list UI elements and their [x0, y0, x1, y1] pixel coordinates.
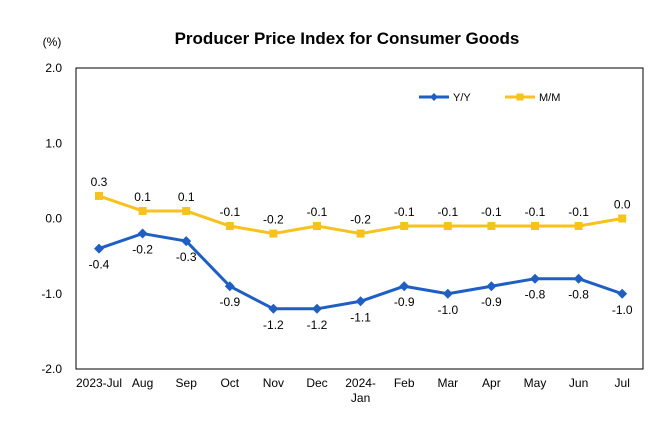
data-point — [573, 273, 584, 284]
data-point — [531, 222, 539, 231]
data-point — [313, 222, 321, 231]
data-point — [400, 222, 409, 231]
data-label: -0.9 — [481, 295, 502, 309]
data-point — [181, 236, 192, 247]
y-tick-label: 0.0 — [45, 212, 62, 226]
legend-marker — [430, 93, 438, 101]
legend: Y/Y M/M — [419, 92, 560, 104]
x-tick-label: Aug — [132, 376, 153, 390]
x-tick-label: 2024-Jan — [345, 376, 376, 405]
data-label: -0.3 — [176, 250, 197, 264]
data-point — [487, 222, 496, 231]
data-point — [224, 281, 235, 292]
data-point — [268, 303, 279, 314]
data-label: -0.1 — [394, 205, 415, 219]
data-point — [138, 206, 147, 215]
x-tick-label: Feb — [394, 376, 415, 390]
y-tick-label: 1.0 — [45, 136, 62, 150]
data-label: 0.1 — [134, 190, 151, 204]
data-point — [356, 229, 365, 238]
x-tick-label: 2023-Jul — [76, 376, 122, 390]
data-label: -1.2 — [263, 318, 284, 332]
data-label: 0.3 — [91, 175, 108, 189]
data-point — [182, 206, 191, 215]
data-label: -1.0 — [437, 303, 458, 317]
data-label: -1.0 — [612, 303, 633, 317]
legend-marker — [516, 93, 524, 101]
series-layer: -0.4 -0.2 -0.3 -0.9 -1.2 -1.2 -1.1 -0.9 -1.0 -0.9… — [89, 175, 633, 332]
data-label: -0.1 — [437, 205, 458, 219]
legend-label: M/M — [539, 92, 560, 104]
x-axis-ticks: 2023-Jul Aug Sep Oct Nov Dec 2024-Jan Feb Mar Apr… — [76, 376, 630, 405]
data-label: 0.0 — [614, 198, 631, 212]
data-point — [94, 243, 104, 254]
x-tick-label: Apr — [482, 376, 501, 390]
x-tick-label: Oct — [220, 376, 239, 390]
y-tick-label: -1.0 — [41, 287, 62, 301]
data-label: -0.9 — [394, 295, 415, 309]
x-tick-label: Dec — [306, 376, 327, 390]
x-tick-label: Jun — [569, 376, 588, 390]
x-tick-label: Sep — [176, 376, 198, 390]
data-point — [574, 222, 583, 231]
data-point — [225, 222, 234, 231]
data-label: -0.8 — [568, 288, 589, 302]
data-point — [530, 273, 540, 284]
data-label: -1.1 — [350, 310, 371, 324]
data-point — [137, 228, 148, 239]
data-point — [312, 303, 322, 314]
data-point — [486, 281, 497, 292]
data-label: -0.9 — [219, 295, 240, 309]
data-point — [95, 191, 103, 200]
series-y-y: -0.4 -0.2 -0.3 -0.9 -1.2 -1.2 -1.1 -0.9 -1.0 -0.9… — [89, 228, 633, 332]
data-point — [443, 222, 452, 231]
chart-title: Producer Price Index for Consumer Goods — [175, 29, 520, 48]
data-label: 0.1 — [178, 190, 195, 204]
x-tick-label: Mar — [437, 376, 458, 390]
data-point — [442, 288, 453, 299]
plot-area — [75, 67, 644, 370]
data-point — [617, 288, 628, 299]
x-tick-label: May — [524, 376, 547, 390]
data-label: -0.2 — [132, 243, 153, 257]
data-label: -0.1 — [307, 205, 328, 219]
data-label: -0.2 — [263, 213, 284, 227]
data-label: -1.2 — [307, 318, 328, 332]
data-label: -0.1 — [481, 205, 502, 219]
data-label: -0.1 — [219, 205, 240, 219]
y-tick-label: 2.0 — [45, 61, 62, 75]
data-label: -0.2 — [350, 213, 371, 227]
data-point — [399, 281, 410, 292]
data-label: -0.8 — [525, 288, 546, 302]
data-point — [355, 296, 366, 307]
x-tick-label: Jul — [615, 376, 630, 390]
data-label: -0.1 — [568, 205, 589, 219]
y-axis-unit-label: (%) — [43, 35, 62, 49]
data-point — [269, 229, 278, 238]
y-tick-label: -2.0 — [41, 362, 62, 376]
series-m-m: 0.3 0.1 0.1 -0.1 -0.2 -0.1 -0.2 -0.1 -0.1 -0.1 -0.… — [91, 175, 631, 238]
x-tick-label: Nov — [263, 376, 284, 390]
y-axis-ticks: 2.0 1.0 0.0 -1.0 -2.0 — [41, 61, 62, 376]
data-label: -0.1 — [525, 205, 546, 219]
data-label: -0.4 — [89, 258, 110, 272]
legend-label: Y/Y — [453, 92, 471, 104]
data-point — [618, 214, 627, 223]
